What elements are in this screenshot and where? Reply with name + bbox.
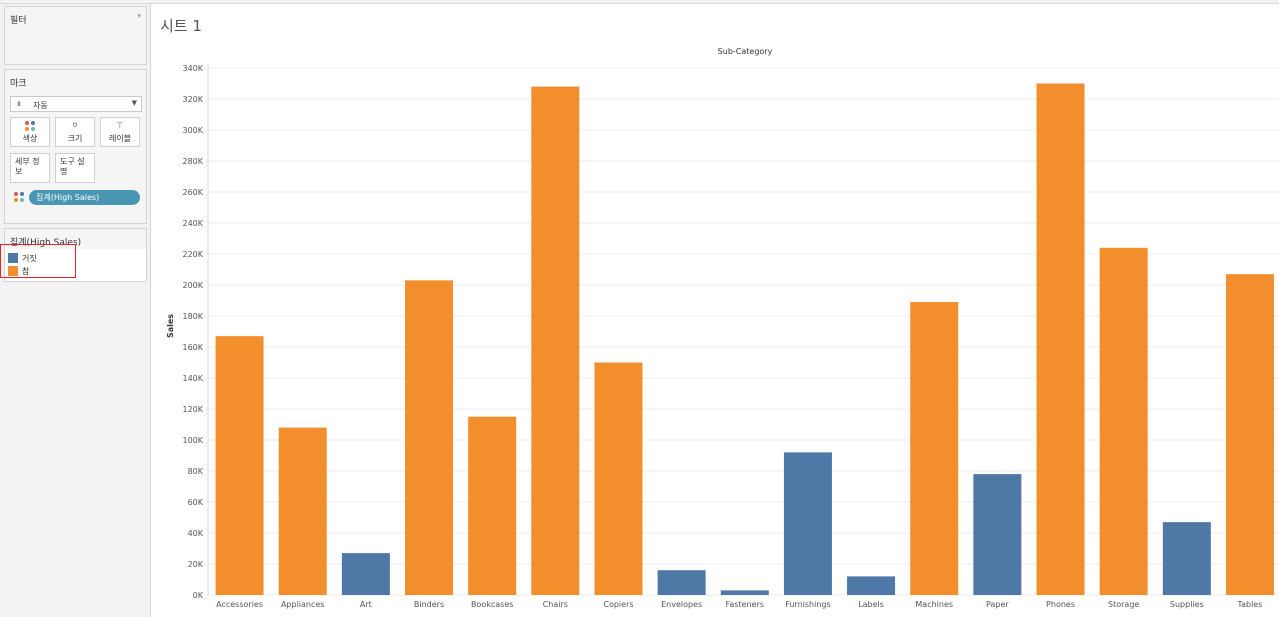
y-tick-label: 20K [188,560,204,569]
size-button[interactable]: ⚪ 크기 [55,117,95,147]
bar-copiers[interactable] [594,362,643,596]
bars [215,83,1274,596]
legend-swatch [8,266,18,276]
legend-swatch [8,253,18,263]
bar-chart-icon: ılı [17,100,21,108]
high-sales-pill[interactable]: 집계(High Sales) [29,190,140,205]
bar-supplies[interactable] [1162,522,1211,595]
bar-accessories[interactable] [215,336,264,595]
left-panel: 필터 ▾ 마크 ılı 자동 ▼ 색상 ⚪ 크기 ⊤ 레이블 [0,4,151,617]
y-tick-label: 280K [182,157,203,166]
x-tick-label: Copiers [603,600,633,609]
y-tick-label: 80K [188,467,204,476]
bar-machines[interactable] [910,302,959,595]
marks-title: 마크 [10,79,27,89]
x-tick-label: Phones [1046,600,1075,609]
tooltip-button-label: 도구 설명 [60,157,85,176]
x-tick-label: Paper [986,600,1009,609]
legend-item-true[interactable]: 참 [8,266,29,277]
x-tick-label: Bookcases [471,600,513,609]
y-tick-label: 160K [182,343,203,352]
y-tick-label: 220K [182,250,203,259]
x-tick-label: Storage [1108,600,1139,609]
x-tick-label: Machines [915,600,953,609]
size-button-label: 크기 [67,134,83,143]
filters-card[interactable]: 필터 ▾ [4,6,147,65]
y-tick-label: 0K [193,591,204,600]
y-axis-ticks: 0K 20K 40K 60K 80K 100K 120K 140K 160K 180K 200K 22… [182,64,203,600]
x-tick-label: Supplies [1170,600,1204,609]
color-mark-icon [14,192,24,202]
x-tick-label: Binders [414,600,444,609]
text-label-icon: ⊤ [116,121,124,130]
bar-appliances[interactable] [278,427,327,595]
y-tick-label: 120K [182,405,203,414]
bar-furnishings[interactable] [783,452,832,595]
bar-tables[interactable] [1225,274,1274,595]
tooltip-button[interactable]: 도구 설명 [55,153,95,183]
chart-title: Sub-Category [718,47,773,56]
bar-paper[interactable] [973,474,1022,595]
color-button-label: 색상 [22,134,38,143]
bar-phones[interactable] [1036,83,1085,596]
bar-binders[interactable] [405,280,454,595]
x-tick-label: Accessories [216,600,263,609]
legend-title: 집계(High Sales) [10,238,82,248]
x-axis-ticks: Accessories Appliances Art Binders Bookcases… [216,600,1262,609]
bar-bookcases[interactable] [468,416,517,595]
label-button-label: 레이블 [108,134,132,143]
legend-highlight-box [0,244,76,278]
bar-chairs[interactable] [531,86,580,595]
chevron-down-icon[interactable]: ▾ [137,12,141,20]
y-tick-label: 300K [182,126,203,135]
legend-item-false[interactable]: 거짓 [8,253,37,264]
color-dots-icon [11,121,49,134]
y-tick-label: 180K [182,312,203,321]
mark-type-dropdown[interactable]: ılı 자동 ▼ [10,96,142,112]
bar-storage[interactable] [1099,247,1148,596]
y-tick-label: 40K [188,529,204,538]
legend-label: 참 [22,267,30,276]
x-tick-label: Envelopes [661,600,702,609]
x-tick-label: Furnishings [785,600,830,609]
sheet-title: 시트 1 [160,17,202,35]
y-tick-label: 260K [182,188,203,197]
detail-button-label: 세부 정보 [15,157,40,176]
y-tick-label: 320K [182,95,203,104]
y-tick-label: 100K [182,436,203,445]
dropdown-arrow-icon: ▼ [131,99,137,107]
mark-type-label: 자동 [33,101,48,110]
y-tick-label: 240K [182,219,203,228]
detail-button[interactable]: 세부 정보 [10,153,50,183]
bar-fasteners[interactable] [720,590,769,595]
label-button[interactable]: ⊤ 레이블 [100,117,140,147]
bar-art[interactable] [341,553,390,595]
legend-label: 거짓 [22,254,37,263]
marks-card: 마크 ılı 자동 ▼ 색상 ⚪ 크기 ⊤ 레이블 세부 정보 [4,69,147,224]
x-tick-label: Tables [1237,600,1263,609]
filters-title: 필터 [10,16,27,26]
y-tick-label: 60K [188,498,204,507]
y-tick-label: 340K [182,64,203,73]
x-tick-label: Appliances [281,600,325,609]
x-tick-label: Art [360,600,372,609]
top-border [0,0,1279,4]
y-tick-label: 200K [182,281,203,290]
gridlines [207,64,1279,596]
size-icon: ⚪ [71,121,79,131]
x-tick-label: Chairs [543,600,568,609]
x-tick-label: Fasteners [726,600,764,609]
color-button[interactable]: 색상 [10,117,50,147]
bar-envelopes[interactable] [657,570,706,595]
x-tick-label: Labels [858,600,884,609]
y-tick-label: 140K [182,374,203,383]
bar-labels[interactable] [847,576,896,595]
y-axis-label: Sales [166,314,175,338]
